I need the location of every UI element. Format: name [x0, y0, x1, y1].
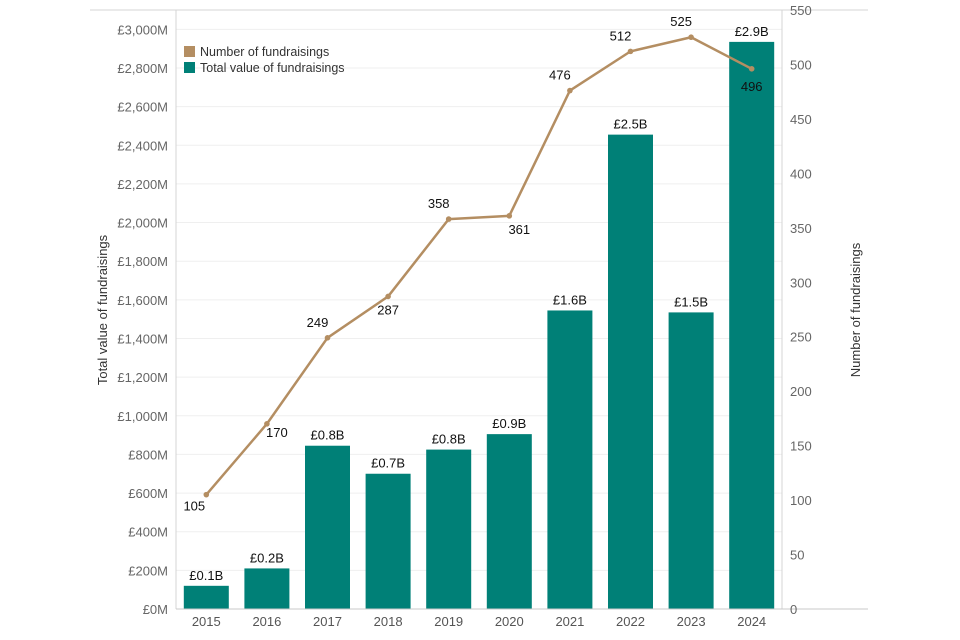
- count-value-label: 361: [508, 222, 530, 237]
- left-axis-tick-label: £2,400M: [117, 138, 168, 153]
- legend-label: Total value of fundraisings: [200, 61, 345, 75]
- left-axis-tick-label: £1,000M: [117, 409, 168, 424]
- left-axis-tick-label: £600M: [128, 486, 168, 501]
- count-point-2019: [445, 216, 452, 222]
- x-axis-tick-label: 2023: [677, 614, 706, 629]
- bar-series: [183, 41, 775, 609]
- count-point-2022: [627, 48, 634, 55]
- left-axis-tick-label: £1,400M: [117, 331, 168, 346]
- right-axis-title: Number of fundraisings: [848, 242, 863, 377]
- bar-value-label: £0.8B: [311, 428, 345, 443]
- right-axis-tick-label: 450: [790, 112, 812, 127]
- count-value-label: 170: [266, 425, 288, 440]
- count-value-label: 512: [610, 28, 632, 43]
- right-axis-tick-label: 350: [790, 221, 812, 236]
- bar-2016: [244, 568, 290, 609]
- right-axis-tick-label: 550: [790, 3, 812, 18]
- count-point-2015: [203, 491, 210, 498]
- gridlines: [90, 9, 868, 571]
- count-point-2018: [385, 293, 391, 300]
- bar-2023: [668, 312, 714, 609]
- legend: Number of fundraisings Total value of fun…: [184, 45, 345, 75]
- x-axis-tick-label: 2017: [313, 614, 342, 629]
- axes: £0M £200M £400M £600M £800M £1,000M £1,200M £1,…: [95, 3, 868, 629]
- x-axis-tick-label: 2016: [252, 614, 281, 629]
- count-value-label: 249: [307, 315, 329, 330]
- bar-2024: [729, 41, 775, 609]
- x-axis-tick-label: 2018: [374, 614, 403, 629]
- count-point-2021: [567, 87, 573, 94]
- data-labels: £0.1B £0.2B £0.8B £0.7B £0.8B £0.9B £1.6B £2.5B…: [183, 14, 768, 583]
- left-axis-tick-label: £800M: [128, 447, 168, 462]
- legend-label: Number of fundraisings: [200, 45, 329, 59]
- right-axis-tick-label: 500: [790, 57, 812, 72]
- bar-2021: [547, 310, 593, 609]
- bar-2015: [183, 585, 229, 609]
- left-axis-tick-label: £1,600M: [117, 293, 168, 308]
- count-value-label: 476: [549, 68, 571, 83]
- bar-2019: [426, 449, 472, 609]
- legend-swatch: [184, 46, 195, 57]
- count-point-2023: [688, 34, 694, 41]
- right-axis-tick-label: 200: [790, 384, 812, 399]
- left-axis-tick-label: £1,200M: [117, 370, 168, 385]
- legend-swatch: [184, 62, 195, 73]
- count-point-2024: [748, 66, 755, 72]
- count-value-label: 496: [741, 79, 763, 94]
- bar-2022: [608, 134, 653, 609]
- count-point-2020: [506, 213, 513, 219]
- right-axis-tick-label: 300: [790, 275, 812, 290]
- right-axis-tick-label: 0: [790, 602, 797, 617]
- right-axis-tick-label: 50: [790, 548, 804, 563]
- count-line: [205, 35, 753, 496]
- bar-2020: [486, 434, 532, 609]
- bar-value-label: £1.6B: [553, 292, 587, 307]
- left-axis-tick-label: £2,000M: [117, 216, 168, 231]
- count-point-2016: [264, 421, 270, 427]
- count-value-label: 287: [377, 302, 399, 317]
- bar-value-label: £0.7B: [371, 456, 405, 471]
- x-axis-tick-label: 2015: [192, 614, 221, 629]
- x-axis-tick-label: 2021: [555, 614, 584, 629]
- bar-2018: [365, 473, 411, 609]
- left-axis-title: Total value of fundraisings: [95, 234, 110, 385]
- left-axis-tick-label: £400M: [128, 525, 168, 540]
- left-axis-tick-label: £2,600M: [117, 100, 168, 115]
- count-value-label: 525: [670, 14, 692, 29]
- left-axis-tick-label: £2,200M: [117, 177, 168, 192]
- left-axis-tick-label: £0M: [143, 602, 168, 617]
- x-axis-tick-label: 2020: [495, 614, 524, 629]
- right-axis-tick-label: 400: [790, 166, 812, 181]
- right-axis-tick-label: 150: [790, 439, 812, 454]
- line-series: [203, 34, 755, 498]
- bar-value-label: £0.2B: [250, 550, 284, 565]
- bar-2017: [305, 445, 350, 609]
- count-value-label: 358: [428, 196, 450, 211]
- left-axis-tick-label: £1,800M: [117, 254, 168, 269]
- bar-value-label: £0.8B: [432, 432, 466, 447]
- bar-value-label: £0.9B: [492, 416, 526, 431]
- left-axis-tick-label: £2,800M: [117, 61, 168, 76]
- bar-value-label: £2.5B: [614, 117, 648, 132]
- left-axis-tick-label: £3,000M: [117, 22, 168, 37]
- left-axis-tick-label: £200M: [128, 563, 168, 578]
- bar-value-label: £1.5B: [674, 294, 708, 309]
- right-axis-tick-label: 100: [790, 493, 812, 508]
- x-axis-tick-label: 2022: [616, 614, 645, 629]
- bar-value-label: £0.1B: [189, 568, 223, 583]
- right-axis-tick-label: 250: [790, 330, 812, 345]
- count-value-label: 105: [183, 499, 205, 514]
- x-axis-tick-label: 2019: [434, 614, 463, 629]
- count-point-2017: [324, 335, 331, 341]
- x-axis-tick-label: 2024: [737, 614, 766, 629]
- bar-value-label: £2.9B: [735, 24, 769, 39]
